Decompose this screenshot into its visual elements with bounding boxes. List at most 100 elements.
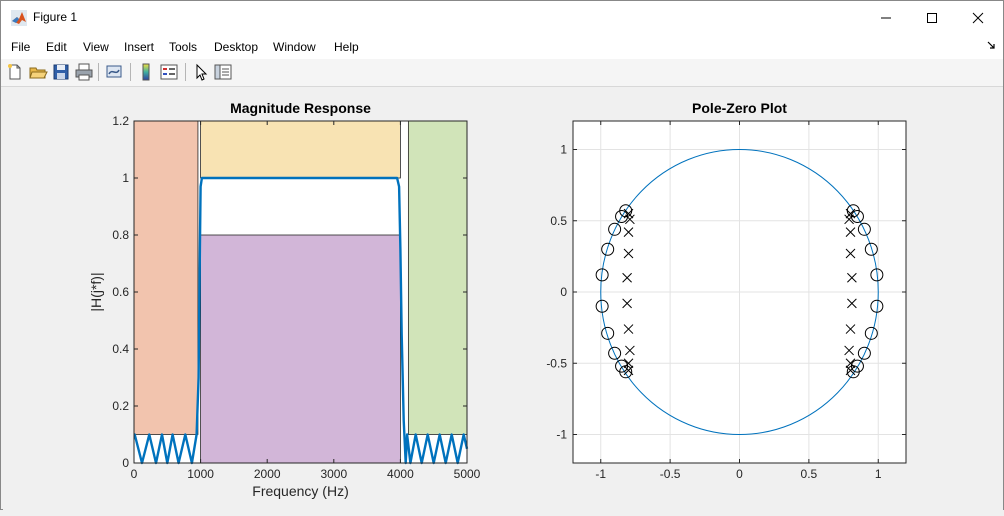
pole-marker — [845, 324, 856, 334]
zero-marker — [601, 326, 615, 340]
pole-marker — [845, 208, 856, 219]
new-figure-icon[interactable] — [5, 62, 25, 82]
link-figure-icon[interactable] — [104, 62, 124, 82]
x-tick-label: 0.5 — [801, 467, 818, 481]
pole-zero-axes: -1 -0.5 0 0.5 1 -1 -0.5 0 0.5 1 Pole-Zero Plot — [546, 100, 907, 481]
pole-marker — [623, 227, 634, 238]
matlab-logo-icon — [11, 10, 27, 26]
edit-plot-arrow-icon[interactable] — [191, 62, 211, 82]
pole-marker — [625, 214, 635, 225]
window-title: Figure 1 — [33, 10, 78, 24]
y-tick-label: 0.5 — [550, 214, 567, 228]
minimize-icon — [881, 17, 891, 19]
menu-insert[interactable]: Insert — [124, 40, 155, 54]
pole-marker — [847, 272, 857, 283]
toolbar-separator — [185, 63, 186, 81]
pole-marker — [623, 365, 634, 376]
pole-marker — [845, 358, 856, 369]
pole-marker — [623, 208, 634, 219]
y-tick-label: 0.8 — [112, 228, 129, 242]
x-tick-label: 1 — [875, 467, 882, 481]
zero-marker — [857, 222, 871, 236]
menu-edit[interactable]: Edit — [46, 40, 67, 54]
y-tick-label: 0.4 — [112, 342, 129, 356]
zero-marker — [595, 299, 609, 313]
y-tick-label: -1 — [556, 428, 567, 442]
maximize-button[interactable] — [909, 1, 955, 35]
x-tick-label: 5000 — [454, 467, 481, 481]
menu-desktop[interactable]: Desktop — [214, 40, 259, 54]
x-axis-label: Frequency (Hz) — [252, 483, 348, 499]
colorbar-icon[interactable] — [136, 62, 156, 82]
figure-canvas: 0 1000 2000 3000 4000 5000 0 0.2 0.4 0.6 0.8 1 1.2 Ma… — [3, 87, 1003, 511]
menu-bar: File Edit View Insert Tools Desktop Wind… — [1, 35, 1003, 59]
toolbar-separator — [130, 63, 131, 81]
zero-marker — [601, 242, 615, 256]
title-bar: Figure 1 — [1, 1, 1003, 35]
y-tick-label: 0 — [122, 456, 129, 470]
legend-icon[interactable] — [159, 62, 179, 82]
pole-marker — [845, 365, 856, 376]
open-file-icon[interactable] — [28, 62, 48, 82]
print-icon[interactable] — [74, 62, 94, 82]
zero-marker — [864, 326, 878, 340]
zero-marker — [608, 222, 622, 236]
pole-marker — [623, 358, 634, 369]
pole-marker — [845, 227, 856, 238]
spec-region-passband_lower — [200, 234, 401, 464]
zero-marker — [595, 268, 609, 282]
dock-arrow-icon[interactable] — [987, 41, 997, 51]
close-button[interactable] — [955, 1, 1001, 35]
pole-marker — [623, 324, 634, 334]
figure-svg: 0 1000 2000 3000 4000 5000 0 0.2 0.4 0.6 0.8 1 1.2 Ma… — [88, 100, 907, 499]
x-tick-label: 1000 — [187, 467, 214, 481]
menu-tools[interactable]: Tools — [169, 40, 198, 54]
x-tick-label: 0 — [736, 467, 743, 481]
unit-circle — [600, 149, 879, 435]
pole-marker — [622, 272, 632, 283]
minimize-button[interactable] — [863, 1, 909, 35]
x-tick-label: 0 — [131, 467, 138, 481]
pole-marker — [844, 214, 854, 225]
y-tick-label: 1 — [560, 143, 567, 157]
magnitude-response-axes: 0 1000 2000 3000 4000 5000 0 0.2 0.4 0.6 0.8 1 1.2 Ma… — [88, 100, 481, 499]
toolbar-separator — [98, 63, 99, 81]
spec-region-stopband2 — [407, 120, 468, 435]
pole-marker — [625, 345, 635, 356]
spec-region-passband_upper — [200, 120, 401, 179]
pole-marker — [845, 248, 856, 259]
y-tick-label: 1.2 — [112, 114, 129, 128]
y-axis-label: |H(j*f)| — [88, 272, 104, 311]
y-tick-label: 0.6 — [112, 285, 129, 299]
zero-marker — [870, 268, 884, 282]
menu-view[interactable]: View — [83, 40, 109, 54]
x-tick-label: 3000 — [320, 467, 347, 481]
chart-title: Magnitude Response — [230, 100, 371, 116]
zero-marker — [870, 299, 884, 313]
figure-toolbar — [1, 59, 1003, 87]
pole-marker — [622, 298, 632, 309]
x-tick-label: 2000 — [254, 467, 281, 481]
property-inspector-icon[interactable] — [213, 62, 233, 82]
menu-help[interactable]: Help — [334, 40, 359, 54]
chart-title: Pole-Zero Plot — [692, 100, 787, 116]
zero-marker — [864, 242, 878, 256]
y-tick-label: 1 — [122, 171, 129, 185]
zero-marker — [608, 346, 622, 360]
y-tick-label: 0.2 — [112, 399, 129, 413]
save-icon[interactable] — [51, 62, 71, 82]
menu-file[interactable]: File — [11, 40, 31, 54]
maximize-icon — [927, 13, 937, 23]
pole-marker — [847, 298, 857, 309]
y-tick-label: 0 — [560, 285, 567, 299]
menu-window[interactable]: Window — [273, 40, 316, 54]
zero-marker — [857, 346, 871, 360]
x-tick-label: 4000 — [387, 467, 414, 481]
x-tick-label: -0.5 — [660, 467, 681, 481]
pole-marker — [844, 345, 854, 356]
spec-region-stopband1 — [133, 120, 199, 435]
x-tick-label: -1 — [595, 467, 606, 481]
magnitude-line — [133, 176, 469, 465]
y-tick-label: -0.5 — [546, 356, 567, 370]
